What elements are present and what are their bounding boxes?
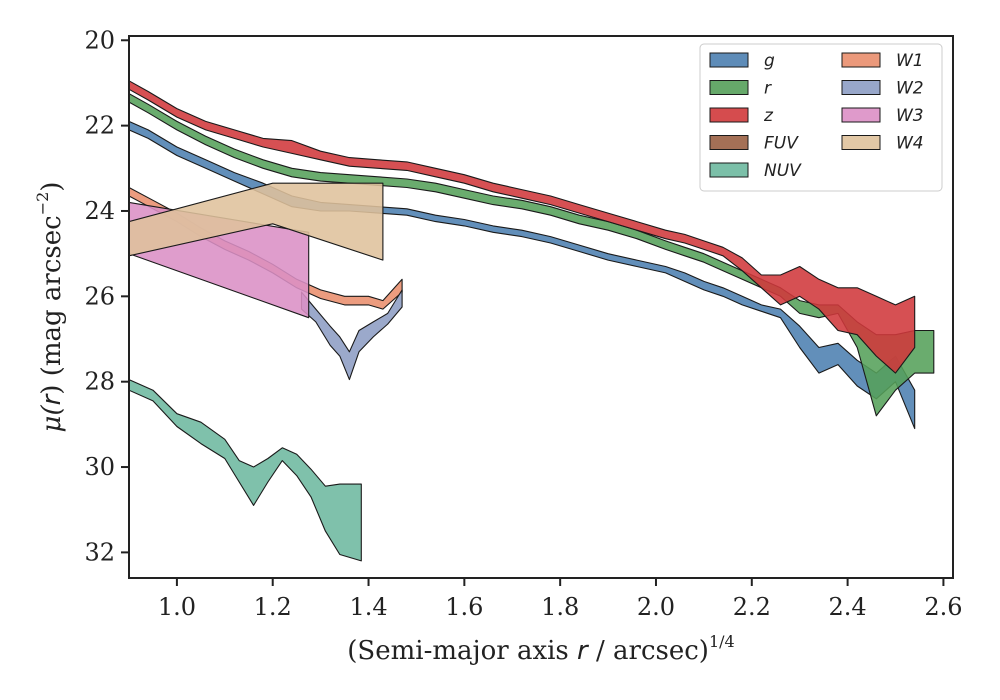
x-axis-label-var: r [577,636,590,666]
series-band-g [129,120,916,430]
legend-swatch-z [709,107,749,123]
x-axis-label-tail: / arcsec) [588,636,709,666]
y-tick-label: 26 [84,282,115,310]
y-tick-label: 20 [84,26,115,54]
x-tick-label: 2.2 [733,593,771,621]
legend-label-r: r [764,79,772,99]
x-tick-label: 2.4 [829,593,867,621]
series-band-z [129,80,916,374]
x-axis-label-main: (Semi-major axis [347,636,577,666]
x-tick-label: 1.2 [254,593,292,621]
y-axis-label-var: r [37,392,67,405]
x-tick-label: 1.6 [445,593,483,621]
legend-swatch-w1 [841,52,881,68]
legend-swatch-fuv [709,135,749,150]
series-layer [129,80,935,562]
legend-label-w3: W3 [896,106,924,126]
legend-box [699,43,943,192]
y-tick-label: 32 [84,538,115,566]
legend-swatch-nuv [709,162,749,178]
y-axis-label-sup: −2 [33,192,52,216]
legend-swatch-w4 [841,135,881,150]
y-axis-label-close: ) [37,182,67,192]
y-tick-label: 28 [84,368,115,396]
legend-label-z: z [763,106,774,126]
y-tick-label: 30 [84,453,115,481]
legend-label-w1: W1 [896,51,924,71]
y-axis-label: μ(r) (mag arcsec−2) [33,182,67,433]
y-axis-label-tail: ) (mag arcsec [37,215,67,394]
series-band-r [129,93,935,417]
legend-swatch-w2 [841,80,881,95]
series-band-w4 [129,182,384,261]
y-tick-label: 24 [84,197,115,225]
x-axis-label-sup: 1/4 [709,632,735,651]
series-band-w2 [300,289,403,381]
y-axis-label-mu: μ( [37,405,67,433]
series-band-nuv [129,379,362,562]
plot-frame [128,35,954,579]
x-axis-ticks: 1.0 1.2 1.4 1.6 1.8 2.0 2.2 2.4 2.6 [158,578,963,621]
legend-swatch-r [709,80,749,95]
legend-swatch-g [709,52,749,68]
legend-label-w2: W2 [896,79,924,99]
y-tick-label: 22 [84,112,115,140]
y-axis-ticks: 20 22 24 26 28 30 32 [84,26,129,566]
x-tick-label: 1.4 [349,593,387,621]
x-axis-label: (Semi-major axis r / arcsec)1/4 [347,632,734,666]
legend-label-fuv: FUV [764,134,799,154]
x-tick-label: 1.0 [158,593,196,621]
legend-label-nuv: NUV [764,161,802,181]
x-tick-label: 1.8 [541,593,579,621]
x-tick-label: 2.6 [924,593,962,621]
legend-label-g: g [764,51,775,71]
legend: grz FUV NUV W1 W2 W3 W4 [699,43,943,192]
x-tick-label: 2.0 [637,593,675,621]
legend-label-w4: W4 [896,134,924,154]
legend-swatch-w3 [841,107,881,123]
